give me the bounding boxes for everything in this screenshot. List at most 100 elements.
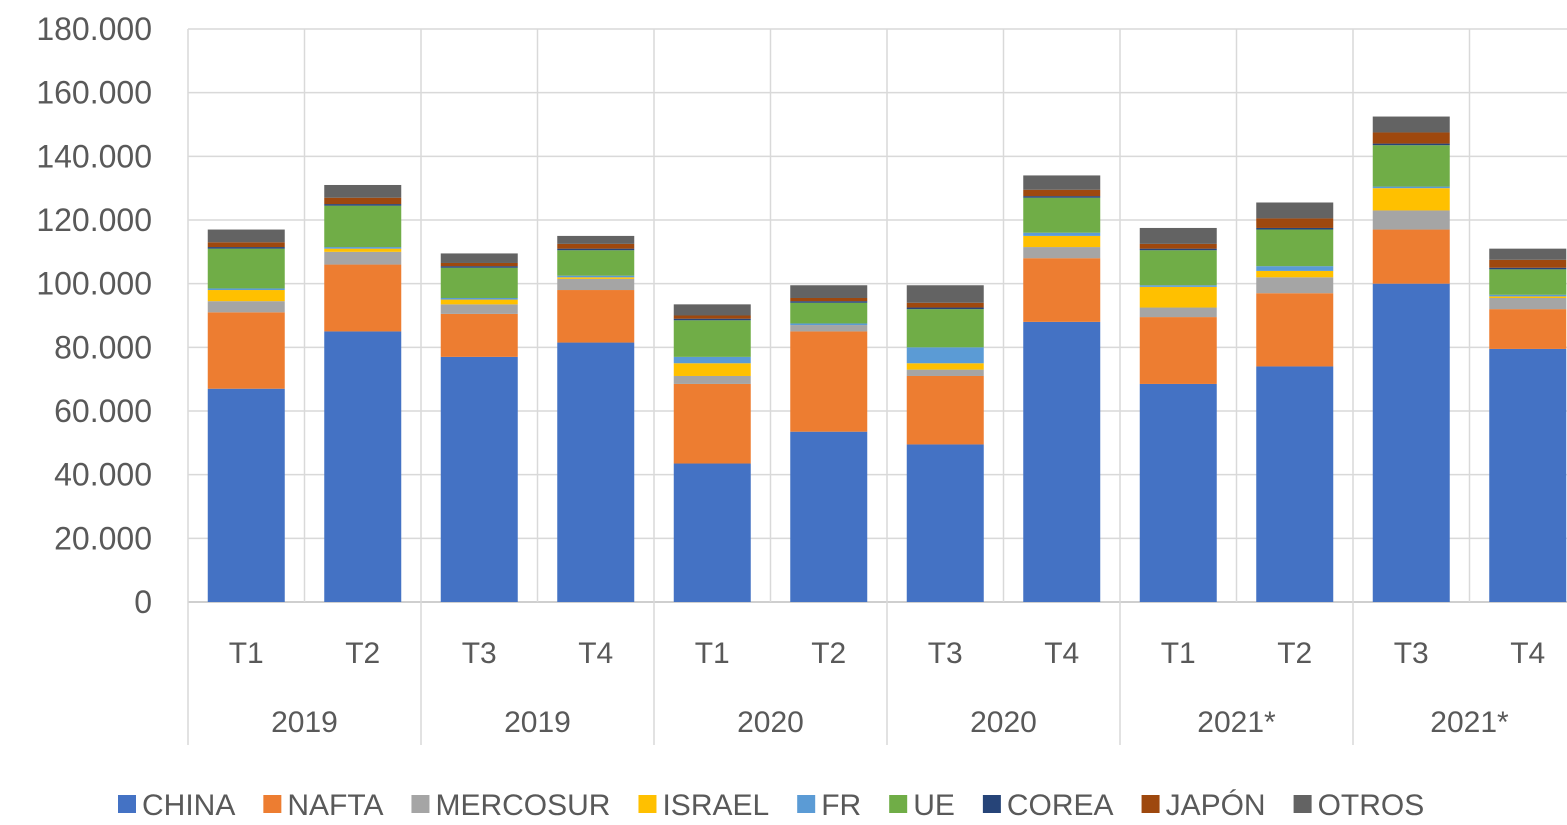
bar-segment-corea [1489, 267, 1567, 270]
bar-segment-ue [1139, 250, 1217, 286]
bar-segment-ue [440, 267, 518, 298]
bar-segment-ue [673, 320, 751, 357]
bar-segment-ue [1256, 229, 1334, 267]
bar-segment-mercosur [207, 301, 285, 313]
bar-segment-fr [790, 323, 868, 326]
bar-segment-jap-n [1256, 218, 1334, 228]
bar-segment-nafta [207, 312, 285, 389]
legend-label-jap-n: JAPÓN [1166, 789, 1266, 820]
legend-label-nafta: NAFTA [287, 789, 383, 820]
legend-label-mercosur: MERCOSUR [435, 789, 610, 820]
legend-swatch-ue [889, 795, 908, 813]
x-tick-label: T4 [1510, 637, 1545, 670]
bar-segment-otros [1023, 175, 1101, 190]
bar-segment-otros [1372, 116, 1450, 133]
bar-segment-mercosur [1023, 247, 1101, 259]
bar-segment-ue [557, 250, 635, 276]
bar-segment-jap-n [1139, 243, 1217, 249]
legend-swatch-china [118, 795, 136, 813]
x-tick-label: T1 [229, 637, 264, 670]
bar-segment-nafta [1139, 317, 1217, 384]
bar-segment-otros [673, 304, 751, 316]
y-tick-label: 120.000 [36, 202, 152, 238]
x-tick-label: T1 [1161, 637, 1196, 670]
x-group-label: 2020 [737, 706, 804, 739]
legend-label-israel: ISRAEL [662, 789, 769, 820]
bar-segment-mercosur [1256, 277, 1334, 294]
bar-segment-fr [1256, 266, 1334, 271]
bar-segment-corea [324, 204, 402, 206]
x-group-label: 2021* [1197, 706, 1276, 739]
legend-swatch-jap-n [1141, 795, 1160, 813]
bar-segment-mercosur [673, 375, 751, 384]
x-tick-label: T2 [345, 637, 380, 670]
bar-segment-china [1489, 348, 1567, 602]
bar-segment-corea [1139, 248, 1217, 251]
bar-segment-fr [440, 297, 518, 300]
y-tick-label: 0 [134, 584, 152, 620]
bar-segment-corea [1372, 143, 1450, 146]
bar-segment-otros [1489, 248, 1567, 260]
y-tick-label: 60.000 [54, 393, 152, 429]
bar-segment-corea [673, 318, 751, 321]
legend-swatch-nafta [263, 795, 282, 813]
x-tick-label: T4 [1044, 637, 1079, 670]
bar-segment-otros [790, 285, 868, 298]
bar-segment-otros [906, 285, 984, 303]
x-group-label: 2019 [271, 706, 338, 739]
bar-segment-ue [906, 309, 984, 348]
bar-segment-israel [673, 363, 751, 376]
bar-segment-israel [1023, 235, 1101, 248]
bar-segment-china [1023, 321, 1101, 602]
bar-segment-mercosur [324, 251, 402, 265]
bar-segment-nafta [790, 331, 868, 432]
y-tick-label: 100.000 [36, 266, 152, 302]
bar-segment-ue [1372, 145, 1450, 187]
bar-segment-israel [906, 363, 984, 370]
bar-segment-china [324, 331, 402, 602]
bar-segment-otros [557, 235, 635, 244]
bar-segment-otros [440, 253, 518, 263]
legend-swatch-israel [638, 795, 657, 813]
bar-segment-jap-n [1372, 132, 1450, 144]
bar-segment-otros [1256, 202, 1334, 219]
x-tick-label: T4 [578, 637, 613, 670]
bar-segment-china [673, 463, 751, 602]
bar-segment-fr [673, 356, 751, 364]
bar-segment-jap-n [1023, 189, 1101, 197]
bar-segment-israel [557, 277, 635, 279]
x-tick-label: T3 [462, 637, 497, 670]
x-tick-label: T2 [1277, 637, 1312, 670]
bar-segment-china [207, 388, 285, 602]
bar-segment-ue [790, 302, 868, 324]
bar-segment-nafta [1372, 229, 1450, 284]
bar-segment-fr [1023, 232, 1101, 236]
bar-segment-fr [1489, 294, 1567, 297]
bar-segment-fr [207, 288, 285, 291]
bar-segment-nafta [673, 383, 751, 464]
bar-segment-nafta [324, 264, 402, 332]
bar-segment-nafta [1489, 309, 1567, 349]
bar-segment-china [440, 356, 518, 602]
bar-segment-otros [324, 184, 402, 198]
y-axis-tick-labels: 0 20.000 40.000 60.000 80.000 100.000 120.000 1… [36, 11, 152, 620]
bar-segment-jap-n [557, 243, 635, 249]
bar-segment-corea [207, 247, 285, 249]
bar-segment-jap-n [906, 302, 984, 308]
legend-label-otros: OTROS [1318, 789, 1425, 820]
legend-label-corea: COREA [1007, 789, 1114, 820]
bar-segment-israel [1372, 188, 1450, 211]
bar-segment-mercosur [557, 278, 635, 291]
bar-segment-corea [440, 266, 518, 268]
bar-segment-corea [906, 307, 984, 310]
x-group-label: 2020 [970, 706, 1037, 739]
y-tick-label: 80.000 [54, 329, 152, 365]
bar-segment-fr [557, 275, 635, 278]
legend-label-china: CHINA [142, 789, 235, 820]
legend-label-fr: FR [821, 789, 861, 820]
bars [207, 116, 1567, 602]
bar-segment-china [557, 342, 635, 602]
bar-segment-mercosur [790, 325, 868, 332]
x-tick-label: T1 [695, 637, 730, 670]
